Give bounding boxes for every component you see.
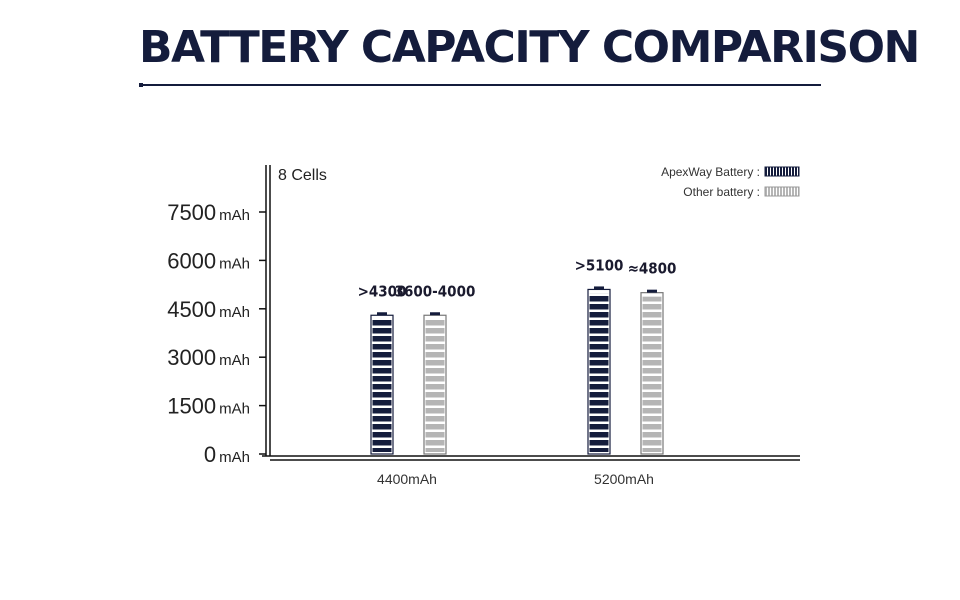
page-title: BATTERY CAPACITY COMPARISON [139,22,920,73]
y-tick-unit: mAh [219,255,250,272]
battery-cap [647,289,657,293]
y-tick: 4500 mAh [167,297,266,322]
panel-label: 8 Cells [278,167,327,184]
legend-swatch-apexway [764,166,800,177]
bar-other: 3600-4000 [395,282,476,455]
y-tick: 0 mAh [204,442,266,467]
battery-cap [430,312,440,316]
x-category-label: 5200mAh [594,471,654,487]
y-tick-value: 0 [204,442,216,467]
bar-apexway: >5100 [575,256,624,455]
y-tick-unit: mAh [219,352,250,369]
y-tick: 6000 mAh [167,248,266,273]
y-tick-label: 1500 mAh [167,394,250,419]
y-tick-unit: mAh [219,401,250,418]
x-category-label: 4400mAh [377,471,437,487]
y-tick-value: 6000 [167,248,216,273]
y-tick-label: 7500 mAh [167,200,250,225]
y-tick-label: 0 mAh [204,442,250,467]
bar-apexway: >4300 [358,282,407,455]
legend: ApexWay Battery : Other battery : [661,165,800,199]
battery-cap [594,286,604,290]
legend-entry-apexway: ApexWay Battery : [661,165,800,179]
y-tick-unit: mAh [219,304,250,321]
y-tick-value: 3000 [167,345,216,370]
y-tick-value: 7500 [167,200,216,225]
bar-value-label: >5100 [575,256,624,274]
y-tick-label: 6000 mAh [167,248,250,273]
bar-value-label: ≈4800 [628,260,677,278]
y-tick: 3000 mAh [167,345,266,370]
legend-label-apexway: ApexWay Battery : [661,165,760,179]
battery-cap [377,312,387,316]
bar-value-label: >4300 [358,282,407,300]
bar-fill [372,319,392,452]
bar-value-label: 3600-4000 [395,282,476,300]
bar-other: ≈4800 [628,260,677,455]
y-tick-value: 4500 [167,297,216,322]
y-tick-label: 3000 mAh [167,345,250,370]
legend-swatch-other [764,186,800,197]
bar-fill [642,296,662,452]
y-tick-label: 4500 mAh [167,297,250,322]
y-tick-unit: mAh [219,449,250,466]
bar-fill [589,293,609,452]
title-underline [139,83,821,87]
y-tick-unit: mAh [219,207,250,224]
bar-fill [425,319,445,452]
legend-label-other: Other battery : [683,185,760,199]
y-tick: 1500 mAh [167,394,266,419]
y-tick-value: 1500 [167,394,216,419]
legend-entry-other: Other battery : [683,185,800,199]
x-axis-categories: 4400mAh 5200mAh [377,471,654,487]
y-tick: 7500 mAh [167,200,266,225]
